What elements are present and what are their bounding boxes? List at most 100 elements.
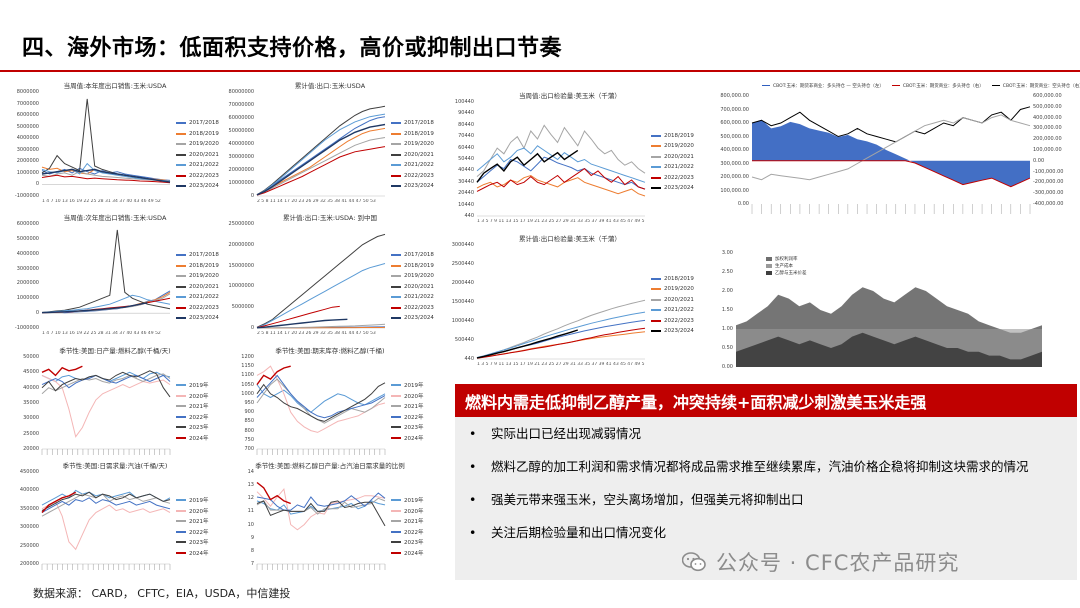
- list-item: • 关注后期检验量和出口情况变化: [465, 524, 1067, 541]
- series-line-4: [41, 370, 171, 398]
- series-line-2: [256, 137, 386, 196]
- y-tick-label: -1000000: [14, 325, 39, 331]
- y-tick-label: 0: [35, 181, 39, 188]
- y-tick-label: 250000: [19, 542, 39, 549]
- series-line-4: [476, 167, 646, 192]
- series-line-1: [256, 365, 386, 433]
- legend-item: 2022年: [391, 527, 424, 538]
- chart-plot: [41, 489, 171, 570]
- legend-swatch: [391, 541, 401, 544]
- bullet-dot-icon: •: [469, 426, 477, 441]
- legend-item: 2019/2020: [651, 284, 694, 295]
- legend-label: 2023年: [404, 425, 424, 432]
- y-tick-label-right: -400,000.00: [1033, 201, 1064, 207]
- y-tick-label: 12: [247, 495, 254, 502]
- legend-label: 2023/2024: [664, 185, 694, 192]
- data-source: 数据来源： CARD， CFTC，EIA，USDA，中信建投: [33, 587, 291, 600]
- legend-swatch: [176, 185, 186, 188]
- y-tick-label: 6000000: [16, 221, 39, 227]
- legend-label: 加权利润率: [775, 256, 798, 262]
- legend-item: 2021/2022: [176, 160, 219, 171]
- chart-cumulative-exports-china: 累计值:出口:玉米:USDA: 到中国 25000000 20000000 15000…: [225, 212, 435, 342]
- legend-label: 2020/2021: [664, 296, 694, 303]
- watermark-text: 公众号 · CFC农产品研究: [716, 551, 960, 575]
- legend-item: 2023/2024: [651, 326, 694, 337]
- y-tick-label: 5000000: [231, 304, 254, 311]
- legend-label: 2021/2022: [664, 307, 694, 314]
- legend-swatch: [176, 405, 186, 408]
- x-tick-labels: 1 4 7 10 13 16 19 22 25 28 31 34 37 40 4…: [42, 199, 161, 204]
- legend-item: 2024年: [176, 433, 209, 444]
- series-line-2: [751, 114, 1031, 181]
- chart-ethanol-ratio: 季节性:美国:燃料乙醇日产量:占汽油日需求量的比例 14 13 12 11 10 9 8 7 20…: [225, 460, 435, 580]
- legend-swatch: [651, 145, 661, 148]
- legend-item: 2022/2023: [651, 316, 694, 327]
- y-tick-label: 750: [244, 436, 254, 443]
- legend-swatch: [176, 520, 186, 523]
- series-line-2: [476, 299, 646, 359]
- legend-swatch: [176, 384, 186, 387]
- y-tick-label: 6000000: [16, 112, 39, 119]
- y-tick-label: 1150: [241, 363, 254, 370]
- chart-plot: [41, 229, 171, 314]
- series-line-3: [256, 492, 386, 511]
- legend-swatch: [391, 254, 401, 257]
- y-tick-label: 400000: [19, 487, 39, 494]
- y-tick-label: 10440: [458, 201, 474, 208]
- x-tick-labels: 1 4 7 10 13 16 19 22 25 28 31 34 37 40 4…: [42, 331, 161, 336]
- y-tick-label: 30000: [23, 415, 39, 422]
- y-tick-label: 4000000: [16, 135, 39, 142]
- legend-item: 2020/2021: [176, 150, 219, 161]
- series-line-5: [41, 365, 83, 377]
- y-tick-label: 8: [250, 547, 254, 554]
- legend-item: 2019年: [391, 495, 424, 506]
- legend-item: 2023/2024: [176, 181, 219, 192]
- legend-item: 2024年: [391, 433, 424, 444]
- y-tick-label: 11: [247, 508, 254, 515]
- legend-swatch: [991, 84, 1000, 87]
- legend-label: 2020年: [189, 508, 209, 515]
- legend-swatch: [391, 394, 401, 397]
- legend-swatch: [176, 530, 186, 533]
- y-tick-label: 30000000: [228, 154, 254, 160]
- y-tick-label-right: -100,000.00: [1033, 168, 1064, 175]
- y-tick-label: 4000000: [16, 250, 39, 257]
- y-tick-label: 5000000: [16, 123, 39, 130]
- legend-item: 2018/2019: [176, 261, 219, 272]
- legend-label: 2018/2019: [189, 130, 219, 137]
- legend-swatch: [176, 509, 186, 512]
- y-tick-label: 0.50: [721, 345, 733, 351]
- y-tick-label: 100440: [454, 99, 474, 105]
- legend-label: 2024年: [189, 550, 209, 557]
- series-line-5: [256, 146, 386, 196]
- legend-label: 2020年: [404, 393, 424, 400]
- y-tick-label-right: 200,000.00: [1033, 136, 1062, 143]
- legend-label: 2017/2018: [404, 252, 434, 259]
- series-line-3: [256, 105, 386, 196]
- chart-legend: 2017/2018 2018/2019 2019/2020 2020/2021 2021…: [176, 250, 219, 324]
- series-line-5: [256, 365, 291, 386]
- series-line-0: [476, 156, 646, 190]
- legend-label: 2020/2021: [189, 283, 219, 290]
- chart-plot: [41, 98, 171, 185]
- chart-legend: 2019年 2020年 2021年 2022年 2023年 2024年: [176, 380, 209, 443]
- legend-label: 2022年: [189, 414, 209, 421]
- legend-label: 2023年: [189, 540, 209, 547]
- chart-next-year-export-sales: 当周值:次年度出口销售:玉米:USDA 6000000 5000000 4000000…: [10, 212, 220, 342]
- chart-ethanol-margin: 3.00 2.50 2.00 1.50 1.00 0.50 0.00 加权利润率 生产成本 乙醇与…: [712, 243, 1052, 383]
- legend-item: 2022/2023: [391, 303, 434, 314]
- legend-swatch: [391, 415, 401, 418]
- y-tick-label: 0: [250, 325, 254, 331]
- wechat-icon: [681, 551, 706, 573]
- bullet-dot-icon: •: [469, 459, 477, 474]
- chart-cumulative-exports: 累计值:出口:玉米:USDA 80000000 70000000 60000000 50…: [225, 80, 435, 210]
- y-tick-label: 2000000: [16, 158, 39, 165]
- legend-label: CBOT:玉米：期货商业：空头持仓（右）: [1002, 83, 1080, 89]
- legend-label: 2019/2020: [664, 143, 694, 150]
- series-line-3: [476, 311, 646, 358]
- legend-label: 2021年: [189, 519, 209, 526]
- y-tick-label: 20440: [458, 190, 474, 197]
- y-tick-label-left: 200,000.00: [720, 174, 749, 180]
- legend-swatch: [766, 256, 772, 261]
- legend-label: 2019年: [404, 498, 424, 505]
